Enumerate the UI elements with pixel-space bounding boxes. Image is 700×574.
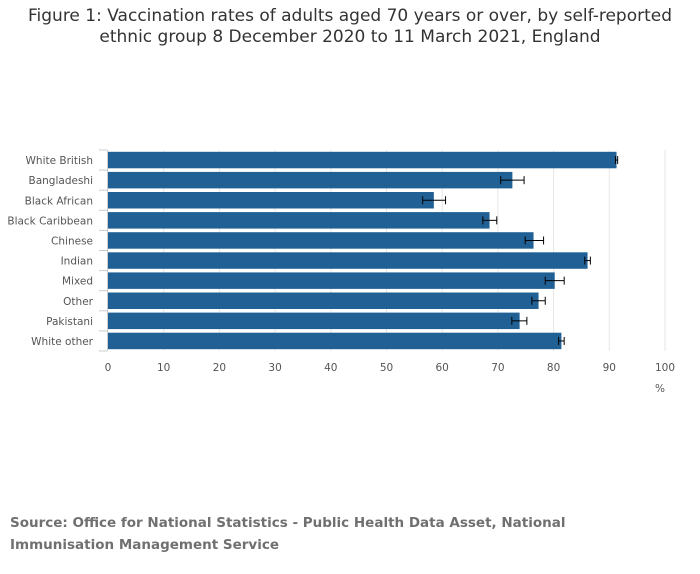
error-bar [614,156,619,165]
source-note: Source: Office for National Statistics -… [10,515,566,553]
bars [108,151,617,350]
category-axis: White British Bangladeshi Black African Bla… [7,149,108,352]
x-tick-label: 40 [324,362,337,374]
x-axis-label: % [655,383,665,395]
error-bar [500,176,525,185]
chart-title: Figure 1: Vaccination rates of adults ag… [0,6,700,48]
bar [108,232,534,249]
error-bar [422,196,447,205]
x-tick-label: 80 [547,362,560,374]
x-tick-label: 70 [491,362,504,374]
x-tick-label: 90 [603,362,616,374]
x-tick-label: 0 [105,362,112,374]
x-tick-label: 30 [268,362,281,374]
bar [108,171,513,189]
error-bar [482,216,498,225]
category-label: Other [63,296,93,308]
category-label: Chinese [51,235,93,247]
chart-title-line-1: Figure 1: Vaccination rates of adults ag… [27,6,673,26]
bar [108,332,562,350]
x-tick-label: 60 [436,362,449,374]
bar [108,252,588,269]
bar [108,192,434,209]
x-tick-label: 100 [655,362,675,374]
bar [108,272,555,289]
bar [108,292,539,309]
category-label: Bangladeshi [29,175,93,187]
x-tick-label: 50 [380,362,393,374]
category-label: Mixed [62,276,93,288]
error-bar [531,296,546,305]
category-label: Black African [25,195,93,207]
error-bar [558,336,565,345]
error-bars [422,156,619,345]
x-tick-label: 10 [157,362,170,374]
category-label: White other [31,336,94,348]
error-bar [544,276,565,285]
chart-title-line-2: ethnic group 8 December 2020 to 11 March… [99,27,601,47]
error-bar [584,256,591,265]
category-label: Black Caribbean [7,215,93,227]
error-bar [524,236,545,245]
x-tick-label: 20 [213,362,226,374]
bar [108,212,490,229]
category-label: Indian [61,256,93,268]
category-label: Pakistani [46,316,93,328]
value-axis: 0 10 20 30 40 50 60 70 80 90 100% [105,362,675,395]
category-label: White British [26,155,93,167]
bar [108,151,617,169]
error-bar [511,316,528,325]
bar [108,312,520,330]
